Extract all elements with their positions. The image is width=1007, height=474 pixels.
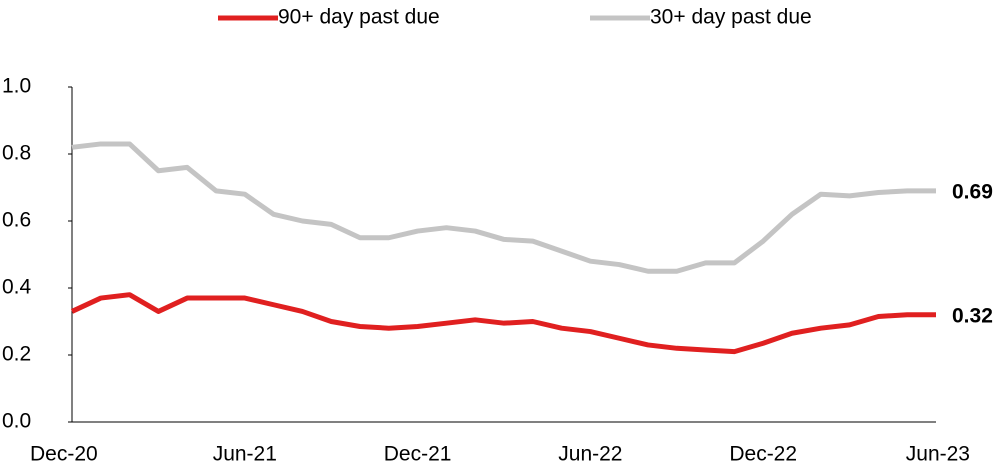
end-label: 0.69 (952, 180, 993, 203)
y-tick-label: 1.0 (2, 75, 31, 98)
y-tick-label: 0.0 (2, 410, 31, 433)
x-tick-label: Dec-22 (729, 443, 797, 466)
end-label: 0.32 (952, 304, 993, 327)
x-tick-label: Jun-23 (906, 443, 970, 466)
legend-label: 90+ day past due (278, 6, 440, 29)
y-tick-label: 0.6 (2, 209, 31, 232)
y-tick-label: 0.4 (2, 276, 32, 299)
y-tick-label: 0.2 (2, 343, 31, 366)
series-line (70, 292, 936, 355)
y-tick-label: 0.8 (2, 142, 31, 165)
series-line (71, 141, 936, 274)
x-tick-label: Jun-21 (213, 443, 277, 466)
x-tick-label: Dec-21 (384, 443, 452, 466)
x-tick-label: Jun-22 (558, 443, 622, 466)
x-tick-label: Dec-20 (30, 443, 98, 466)
legend-label: 30+ day past due (650, 6, 812, 29)
